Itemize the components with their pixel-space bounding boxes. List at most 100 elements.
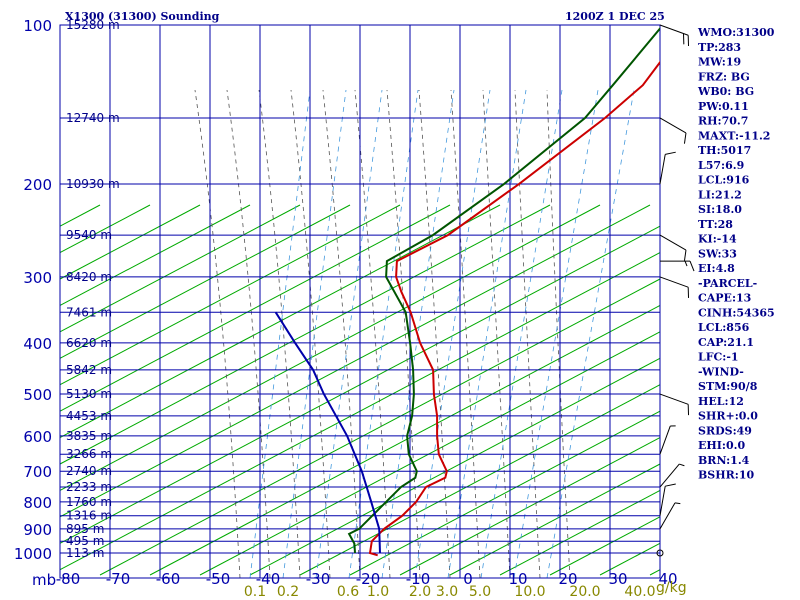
temperature-tick-label: 0 [463, 570, 473, 588]
mixing-ratio-label: 5.0 [469, 584, 491, 600]
index-value: -PARCEL- [698, 277, 757, 290]
mixing-ratio-unit-label: g/kg [656, 580, 687, 596]
dry-adiabat [60, 204, 251, 306]
temperature-tick-label: 30 [608, 570, 627, 588]
height-label: 9540 m [66, 228, 112, 242]
index-value: MAXT:-11.2 [698, 129, 770, 142]
temperature-tick-label: -40 [256, 570, 281, 588]
wind-barb-staff [659, 234, 687, 251]
mixing-ratio-label: 3.0 [436, 584, 458, 600]
index-value: PW:0.11 [698, 100, 749, 113]
mixing-ratio-line [513, 89, 599, 578]
index-value: FRZ: BG [698, 70, 750, 83]
index-value: CINH:54365 [698, 306, 775, 319]
mixing-ratio-label: 40.0 [624, 584, 655, 600]
dry-adiabat [60, 225, 660, 544]
mixing-ratio-label: 1.0 [367, 584, 389, 600]
mixing-ratio-line [381, 89, 455, 578]
index-value: EI:4.8 [698, 262, 735, 275]
height-label: 5842 m [66, 363, 112, 377]
moist-adiabat [450, 89, 481, 578]
index-value: SW:33 [698, 247, 737, 260]
temperature-tick-label: -70 [106, 570, 131, 588]
index-value: KI:-14 [698, 233, 737, 246]
dry-adiabat [60, 204, 201, 280]
height-label: 3266 m [66, 447, 112, 461]
wind-barb-flag [689, 260, 695, 272]
moist-adiabat [418, 89, 451, 578]
height-label: 5130 m [66, 387, 112, 401]
mixing-ratio-line [282, 89, 347, 578]
temperature-tick-label: -20 [356, 570, 381, 588]
index-value: TP:283 [698, 41, 741, 54]
height-label: 12740 m [66, 111, 120, 125]
wind-barb [659, 276, 690, 298]
moist-adiabat [386, 89, 421, 578]
dry-adiabat [399, 437, 660, 576]
wind-barb-staff [659, 463, 680, 488]
pressure-tick-label: 300 [23, 269, 52, 287]
mixing-ratio-line [249, 89, 311, 578]
dry-adiabat [60, 204, 301, 333]
mixing-ratio-label: 10.0 [514, 584, 545, 600]
pressure-tick-label: 800 [23, 494, 52, 512]
height-label: 10930 m [66, 177, 120, 191]
temperature-tick-label: -50 [206, 570, 231, 588]
temperature-tick-label: 20 [558, 570, 577, 588]
mixing-ratio-line [546, 89, 635, 578]
pressure-tick-label: 200 [23, 176, 52, 194]
wind-barb [659, 502, 681, 530]
dry-adiabat [549, 516, 660, 576]
wind-barb [660, 260, 695, 272]
moist-adiabat [194, 89, 241, 578]
series-parcel-path [274, 311, 381, 554]
height-label: 1760 m [66, 495, 112, 509]
dry-adiabat [349, 410, 660, 576]
mixing-ratio-line [447, 89, 527, 578]
temperature-tick-label: 40 [658, 570, 677, 588]
wind-barb [659, 117, 687, 144]
height-label: 7461 m [66, 305, 112, 319]
temperature-tick-label: 10 [508, 570, 527, 588]
wind-barb-staff [659, 486, 666, 516]
height-label: 3835 m [66, 429, 112, 443]
dry-adiabat [60, 204, 651, 518]
index-value: HEL:12 [698, 395, 744, 408]
height-label: 2233 m [66, 480, 112, 494]
mixing-ratio-line [480, 89, 563, 578]
wind-barb [659, 151, 676, 185]
height-label: 895 m [66, 522, 104, 536]
temperature-tick-label: -60 [156, 570, 181, 588]
mixing-ratio-label: 0.6 [337, 584, 359, 600]
index-value: TT:28 [698, 218, 733, 231]
index-value: SI:18.0 [698, 203, 742, 216]
moist-adiabat [290, 89, 331, 578]
wind-barb [659, 425, 676, 455]
wind-barb [659, 483, 676, 516]
pressure-unit-label: mb [32, 571, 56, 589]
index-value: RH:70.7 [698, 115, 748, 128]
dry-adiabat [60, 252, 660, 571]
dry-adiabat [99, 278, 660, 576]
height-label: 8420 m [66, 270, 112, 284]
height-label: 2740 m [66, 464, 112, 478]
temperature-tick-label: -30 [306, 570, 331, 588]
valid-time: 1200Z 1 DEC 25 [565, 10, 665, 23]
wind-barb-calm [656, 549, 664, 557]
pressure-tick-label: 400 [23, 335, 52, 353]
height-label: 113 m [66, 546, 104, 560]
dry-adiabat [199, 331, 660, 576]
index-value: SHR+:0.0 [698, 410, 758, 423]
index-value: CAP:21.1 [698, 336, 754, 349]
wind-barb-half-flag [684, 260, 688, 267]
temperature-tick-label: -80 [56, 570, 81, 588]
mixing-ratio-label: 20.0 [569, 584, 600, 600]
dry-adiabat [60, 204, 601, 491]
index-value: -WIND- [698, 365, 744, 378]
wind-barb-flag [665, 483, 676, 487]
moist-adiabat [258, 89, 301, 578]
wind-barb-half-flag [679, 463, 685, 467]
moist-adiabat [482, 89, 511, 578]
wind-barb-flag [683, 250, 687, 261]
